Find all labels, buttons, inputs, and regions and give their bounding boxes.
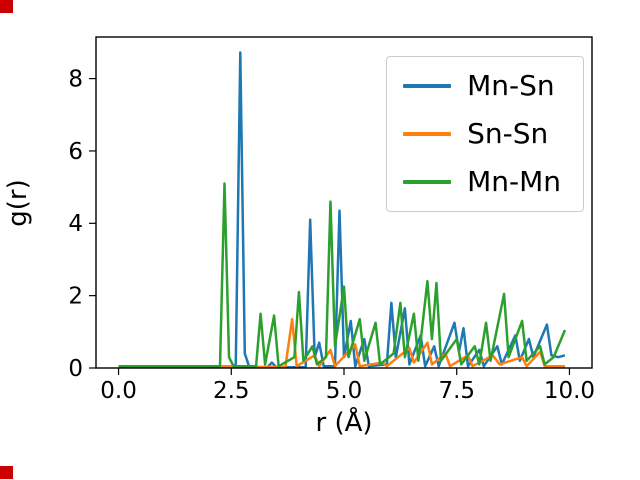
legend-entry-mn-mn: Mn-Mn (403, 163, 561, 201)
corner-marker-top-left (0, 0, 13, 13)
y-axis-label: g(r) (3, 179, 33, 227)
legend-line-swatch (403, 84, 452, 88)
legend-label: Mn-Sn (467, 69, 555, 102)
legend-entry-sn-sn: Sn-Sn (403, 115, 561, 153)
svg-text:2.5: 2.5 (213, 378, 250, 404)
legend-label: Sn-Sn (467, 117, 549, 150)
svg-text:4: 4 (68, 211, 83, 237)
svg-text:5.0: 5.0 (326, 378, 363, 404)
legend-line-swatch (403, 132, 452, 136)
svg-text:8: 8 (68, 66, 83, 92)
svg-text:0: 0 (68, 356, 83, 382)
legend-entry-mn-sn: Mn-Sn (403, 67, 561, 105)
x-axis-label: r (Å) (315, 408, 373, 438)
legend-line-swatch (403, 180, 452, 184)
svg-text:7.5: 7.5 (438, 378, 475, 404)
corner-marker-bottom-left (0, 466, 13, 479)
legend-label: Mn-Mn (467, 165, 561, 198)
svg-text:6: 6 (68, 139, 83, 165)
legend: Mn-Sn Sn-Sn Mn-Mn (386, 56, 584, 212)
svg-text:10.0: 10.0 (544, 378, 595, 404)
svg-text:0.0: 0.0 (100, 378, 137, 404)
svg-text:2: 2 (68, 283, 83, 309)
